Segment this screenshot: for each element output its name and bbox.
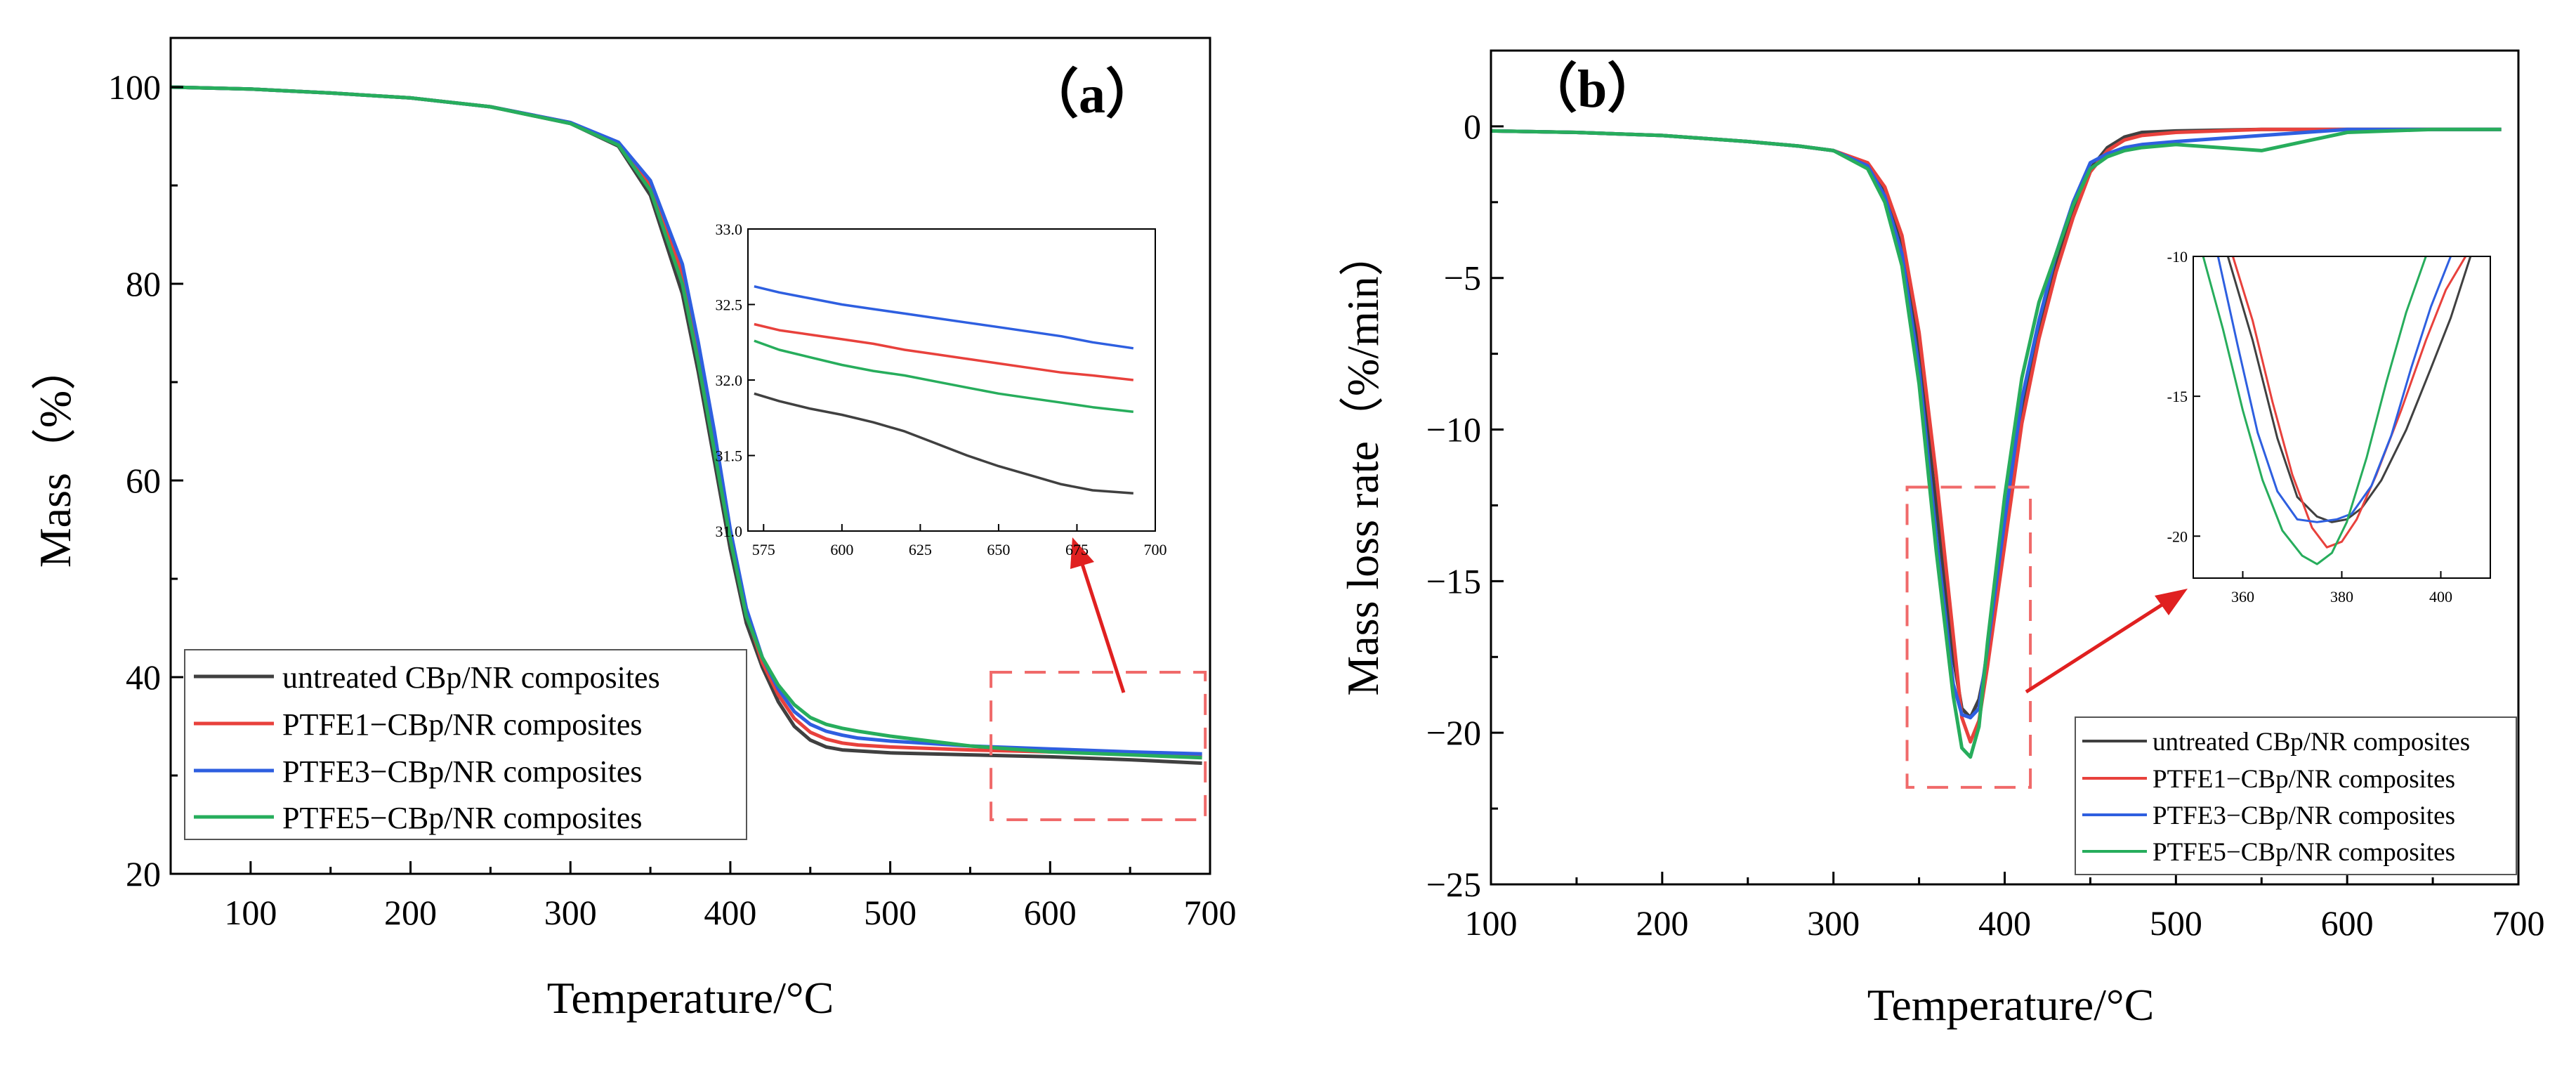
panel-a-x-ticks: 100 200 300 400 500 600 700 — [169, 861, 1237, 932]
inset-y-tick-label: -15 — [2167, 388, 2188, 405]
x-tick-label: 700 — [2492, 903, 2545, 943]
y-tick-label: 60 — [126, 461, 161, 500]
panel-b-inset: 360 380 400 -20 -15 -10 — [2167, 248, 2491, 605]
x-tick-label: 500 — [864, 893, 916, 932]
y-tick-label: 100 — [108, 67, 161, 107]
inset-series-line-ptfe5 — [2202, 256, 2427, 565]
panel-b-inset-y-ticks: -20 -15 -10 — [2167, 248, 2200, 545]
inset-y-tick-label: 31.0 — [716, 523, 743, 540]
y-tick-label: −25 — [1426, 865, 1481, 904]
x-tick-label: 600 — [2321, 903, 2374, 943]
panel-a-zoom-arrow — [1070, 537, 1126, 693]
x-tick-label: 500 — [2150, 903, 2202, 943]
x-tick-label: 100 — [1465, 903, 1518, 943]
panel-a-y-axis-title: Mass（%） — [30, 346, 80, 568]
inset-x-tick-label: 575 — [752, 541, 775, 558]
y-tick-label: 40 — [126, 657, 161, 697]
inset-series-line-untreated — [754, 392, 1133, 495]
x-tick-label: 200 — [1636, 903, 1688, 943]
inset-x-tick-label: 600 — [830, 541, 853, 558]
panel-b-legend: untreated CBp/NR composites PTFE1−CBp/NR… — [2075, 716, 2517, 875]
inset-x-tick-label: 675 — [1065, 541, 1089, 558]
panel-a-inset: 575 600 625 650 675 700 31.0 31.5 32.0 32.5 33.0 — [716, 221, 1167, 558]
inset-series-line-ptfe3 — [754, 284, 1134, 350]
panel-b-y-axis-title: Mass loss rate（%/min） — [1338, 231, 1388, 695]
inset-x-tick-label: 380 — [2330, 588, 2353, 605]
inset-series-line-ptfe3 — [2216, 256, 2452, 523]
y-tick-label: 20 — [126, 854, 161, 893]
panel-b-series-group — [1490, 127, 2502, 759]
y-tick-label: −15 — [1426, 561, 1481, 601]
panel-b-y-ticks: −25 −20 −15 −10 −5 0 — [1426, 107, 1504, 904]
legend-label-ptfe5: PTFE5−CBp/NR composites — [282, 801, 643, 835]
panel-b-mass-loss-rate-chart: 100 200 300 400 500 600 700 −25 −20 −15 −10 −5 0 （b… — [1338, 49, 2545, 1030]
y-tick-label: −5 — [1444, 258, 1481, 298]
x-tick-label: 200 — [384, 893, 437, 932]
panel-a-inset-series — [754, 284, 1134, 495]
panel-a-plot-frame — [169, 37, 1211, 875]
y-tick-label: −10 — [1426, 410, 1481, 450]
panel-a-x-axis-title: Temperature/°C — [547, 973, 834, 1023]
inset-series-line-ptfe1 — [2231, 256, 2467, 549]
panel-b-inset-x-ticks: 360 380 400 — [2231, 571, 2452, 605]
x-tick-label: 300 — [1807, 903, 1860, 943]
inset-series-line-ptfe1 — [754, 322, 1133, 381]
inset-series-line-ptfe5 — [754, 339, 1133, 413]
x-tick-label: 400 — [704, 893, 756, 932]
x-tick-label: 700 — [1184, 893, 1237, 932]
panel-b-zoom-region — [1905, 485, 2032, 789]
inset-x-tick-label: 700 — [1144, 541, 1167, 558]
inset-x-tick-label: 360 — [2231, 588, 2254, 605]
legend-label-ptfe1: PTFE1−CBp/NR composites — [282, 707, 643, 742]
panel-a-y-ticks: 20 40 60 80 100 — [108, 67, 183, 893]
inset-y-tick-label: -10 — [2167, 248, 2188, 266]
inset-x-tick-label: 650 — [987, 541, 1010, 558]
x-tick-label: 300 — [544, 893, 597, 932]
panel-b-x-axis-title: Temperature/°C — [1867, 980, 2155, 1030]
x-tick-label: 600 — [1024, 893, 1077, 932]
panel-a-series-group — [170, 85, 1202, 765]
panel-a-legend: untreated CBp/NR composites PTFE1−CBp/NR… — [184, 649, 747, 840]
panel-a-zoom-region — [990, 671, 1207, 821]
inset-y-tick-label: 32.5 — [716, 296, 743, 314]
legend-label-ptfe5: PTFE5−CBp/NR composites — [2153, 838, 2455, 867]
legend-label-untreated: untreated CBp/NR composites — [2153, 728, 2470, 757]
inset-y-tick-label: -20 — [2167, 528, 2188, 545]
x-tick-label: 400 — [1978, 903, 2031, 943]
inset-y-tick-label: 31.5 — [716, 447, 743, 465]
panel-a-inset-y-ticks: 31.0 31.5 32.0 32.5 33.0 — [716, 221, 755, 540]
inset-y-tick-label: 32.0 — [716, 372, 743, 389]
panel-b-zoom-arrow — [2025, 589, 2188, 694]
inset-x-tick-label: 400 — [2429, 588, 2452, 605]
y-tick-label: −20 — [1426, 713, 1481, 752]
panel-b-inset-series — [2202, 256, 2472, 565]
legend-label-untreated: untreated CBp/NR composites — [282, 660, 660, 695]
panel-a-label: （a） — [1025, 65, 1159, 124]
legend-label-ptfe1: PTFE1−CBp/NR composites — [2153, 765, 2455, 794]
series-line-ptfe5 — [170, 85, 1202, 760]
series-line-ptfe5 — [1490, 127, 2502, 759]
panel-a-mass-chart: 100 200 300 400 500 600 700 20 40 60 80 100 （a） Te… — [30, 37, 1237, 1023]
panel-b-label: （b） — [1524, 60, 1660, 119]
legend-label-ptfe3: PTFE3−CBp/NR composites — [282, 754, 643, 789]
panel-a-inset-x-ticks: 575 600 625 650 675 700 — [752, 524, 1167, 558]
x-tick-label: 100 — [224, 893, 277, 932]
inset-y-tick-label: 33.0 — [716, 221, 743, 238]
inset-x-tick-label: 625 — [909, 541, 932, 558]
y-tick-label: 80 — [126, 264, 161, 303]
panel-b-x-ticks: 100 200 300 400 500 600 700 — [1465, 872, 2545, 943]
legend-label-ptfe3: PTFE3−CBp/NR composites — [2153, 801, 2455, 830]
y-tick-label: 0 — [1464, 107, 1481, 146]
